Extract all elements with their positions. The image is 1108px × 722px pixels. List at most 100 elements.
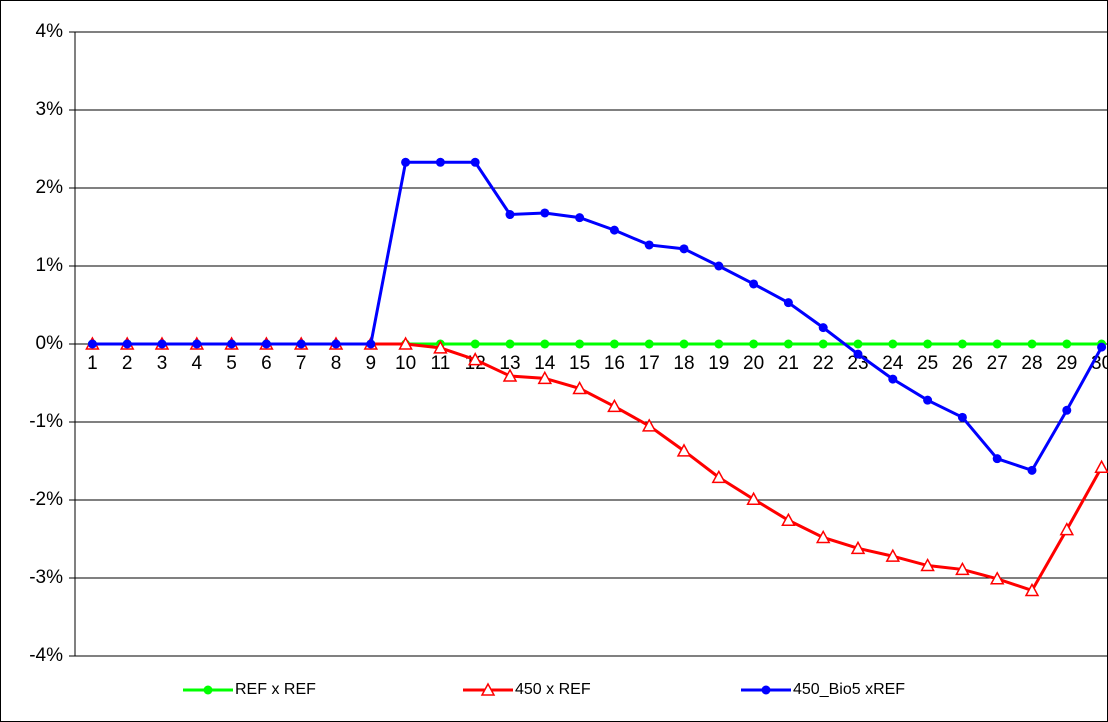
- marker: [122, 339, 132, 349]
- marker: [989, 571, 1005, 585]
- x-tick-label: 10: [395, 353, 416, 374]
- y-tick-label: -1%: [29, 411, 63, 432]
- marker: [401, 157, 411, 167]
- marker: [783, 339, 793, 349]
- marker: [433, 340, 448, 354]
- x-tick-label: 8: [331, 353, 342, 374]
- x-tick-label: 29: [1056, 353, 1077, 374]
- legend-marker: [203, 685, 213, 695]
- y-tick-label: 3%: [36, 99, 64, 120]
- marker: [679, 339, 689, 349]
- marker: [435, 157, 445, 167]
- x-tick-label: 1: [87, 353, 98, 374]
- marker: [1062, 339, 1072, 349]
- marker: [261, 339, 271, 349]
- legend-marker: [761, 685, 771, 695]
- marker: [366, 339, 376, 349]
- marker: [1027, 465, 1037, 475]
- marker: [192, 339, 202, 349]
- marker: [1027, 339, 1037, 349]
- x-tick-label: 5: [226, 353, 237, 374]
- x-tick-label: 18: [673, 353, 694, 374]
- marker: [818, 339, 828, 349]
- x-tick-label: 9: [366, 353, 377, 374]
- marker: [505, 210, 515, 220]
- marker: [502, 368, 518, 382]
- x-tick-label: 20: [743, 353, 764, 374]
- marker: [644, 240, 654, 250]
- marker: [818, 323, 828, 333]
- marker: [470, 339, 480, 349]
- marker: [746, 491, 761, 505]
- marker: [920, 557, 935, 572]
- marker: [992, 454, 1002, 464]
- marker: [815, 529, 831, 544]
- marker: [540, 208, 550, 218]
- marker: [676, 443, 692, 457]
- marker: [749, 279, 759, 289]
- x-tick-label: 15: [569, 353, 590, 374]
- legend-label: 450 x REF: [515, 681, 591, 698]
- y-tick-label: 1%: [36, 255, 64, 276]
- marker: [711, 469, 727, 484]
- marker: [679, 244, 689, 254]
- marker: [467, 352, 483, 366]
- x-tick-label: 27: [987, 353, 1008, 374]
- marker: [575, 339, 585, 349]
- series-line: [92, 160, 1103, 473]
- x-tick-label: 19: [708, 353, 729, 374]
- marker: [1062, 405, 1072, 415]
- legend-label: REF x REF: [235, 681, 316, 698]
- marker: [1094, 459, 1108, 473]
- marker: [888, 374, 898, 384]
- y-tick-label: 4%: [36, 21, 64, 42]
- marker: [609, 225, 619, 235]
- x-tick-label: 17: [639, 353, 660, 374]
- marker: [714, 339, 724, 349]
- x-tick-label: 6: [261, 353, 272, 374]
- marker: [540, 339, 550, 349]
- marker: [398, 336, 413, 350]
- marker: [714, 261, 724, 271]
- marker: [470, 157, 480, 167]
- marker: [957, 339, 967, 349]
- marker: [850, 540, 866, 555]
- x-tick-label: 3: [157, 353, 168, 374]
- legend-label: 450_Bio5 xREF: [793, 681, 905, 698]
- y-tick-label: -4%: [29, 645, 63, 666]
- marker: [87, 339, 97, 349]
- x-tick-label: 2: [122, 353, 133, 374]
- marker: [575, 213, 585, 223]
- marker: [609, 339, 619, 349]
- y-tick-label: 0%: [36, 333, 64, 354]
- marker: [992, 339, 1002, 349]
- marker: [644, 339, 654, 349]
- y-tick-label: 2%: [36, 177, 64, 198]
- x-tick-label: 4: [192, 353, 203, 374]
- marker: [157, 339, 167, 349]
- x-tick-label: 16: [604, 353, 625, 374]
- marker: [888, 339, 898, 349]
- marker: [1059, 522, 1075, 536]
- x-tick-label: 11: [431, 353, 451, 374]
- marker: [923, 339, 933, 349]
- marker: [296, 339, 306, 349]
- x-tick-label: 24: [882, 353, 904, 374]
- marker: [607, 398, 622, 413]
- marker: [505, 339, 515, 349]
- marker: [955, 561, 970, 576]
- x-tick-label: 28: [1021, 353, 1042, 374]
- x-tick-label: 13: [499, 353, 520, 374]
- marker: [853, 349, 863, 359]
- marker: [923, 395, 933, 405]
- x-tick-label: 14: [534, 353, 556, 374]
- marker: [957, 412, 967, 422]
- marker: [1024, 582, 1040, 597]
- marker: [572, 380, 587, 395]
- y-tick-label: -3%: [29, 567, 63, 588]
- x-tick-label: 22: [813, 353, 834, 374]
- x-tick-label: 25: [917, 353, 938, 374]
- x-tick-label: 21: [778, 353, 799, 374]
